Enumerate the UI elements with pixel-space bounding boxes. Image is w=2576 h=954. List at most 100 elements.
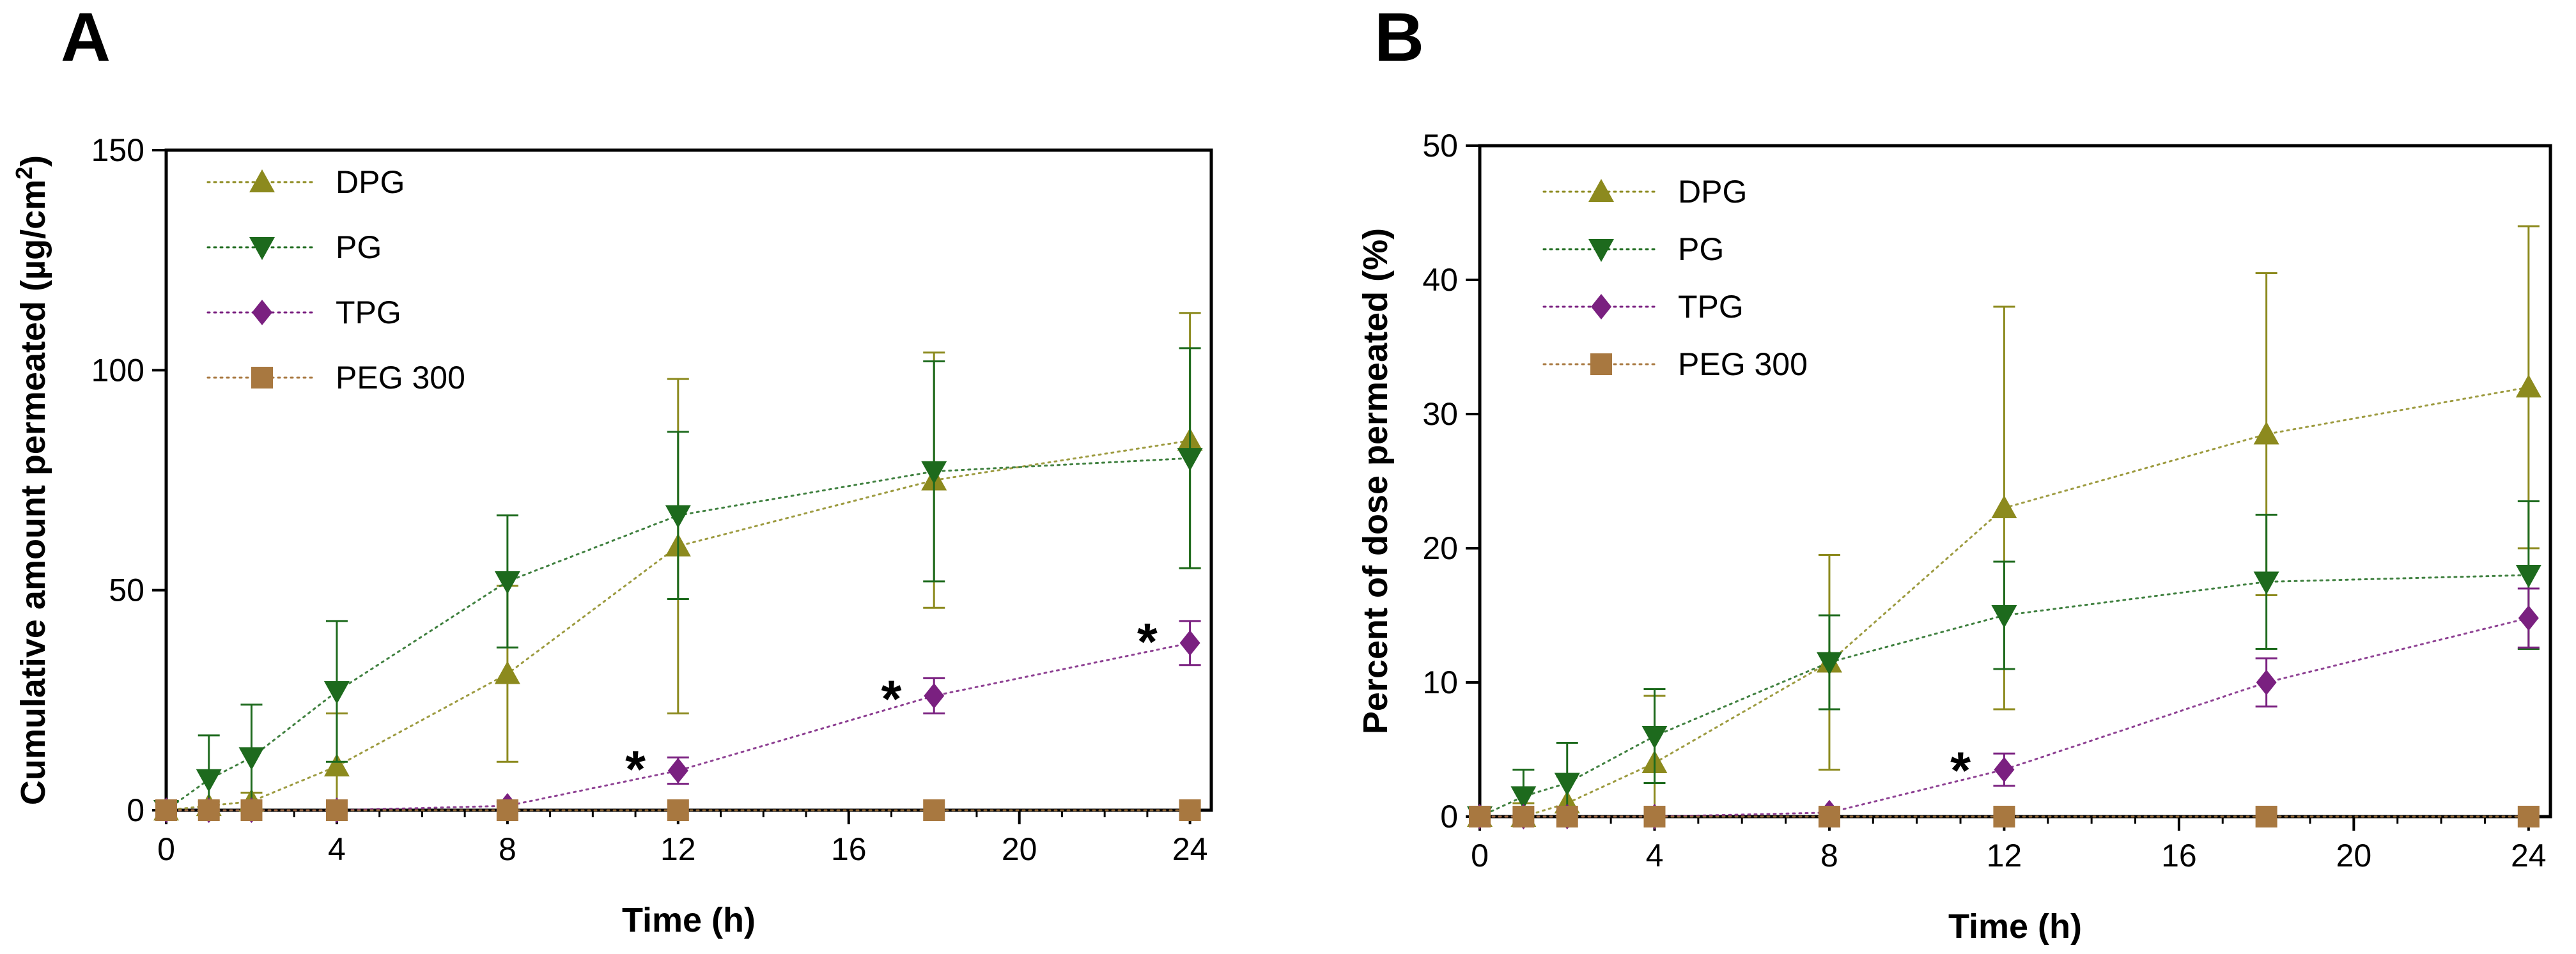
data-point bbox=[921, 461, 947, 484]
data-point bbox=[1991, 495, 2017, 518]
y-tick-label: 100 bbox=[91, 352, 144, 388]
series-line bbox=[165, 440, 1191, 812]
y-tick-label: 20 bbox=[1422, 530, 1458, 566]
data-point bbox=[196, 769, 222, 792]
data-point bbox=[198, 799, 220, 821]
data-point bbox=[1643, 806, 1666, 827]
data-point bbox=[1554, 773, 1580, 796]
data-point bbox=[1556, 806, 1578, 827]
legend-label: TPG bbox=[1678, 289, 1744, 325]
data-point bbox=[2518, 605, 2539, 631]
data-point bbox=[1818, 806, 1840, 827]
x-tick-label: 8 bbox=[1820, 838, 1838, 873]
data-point bbox=[924, 682, 945, 709]
y-tick-label: 0 bbox=[1440, 799, 1458, 835]
panel-letter: A bbox=[61, 0, 111, 75]
data-point bbox=[155, 799, 177, 821]
data-point bbox=[2253, 571, 2279, 595]
series-line bbox=[165, 642, 1191, 812]
data-point bbox=[2515, 565, 2541, 588]
panel-b: B 0 4 8 12 16 20 24 0 10 20 30 40 50 Time (h) Percent o… bbox=[1356, 0, 2552, 946]
legend: DPG PG TPG PEG 300 bbox=[206, 164, 465, 396]
y-axis-title: Percent of dose permeated (%) bbox=[1356, 228, 1395, 734]
data-point bbox=[1994, 757, 2015, 783]
x-tick-label: 8 bbox=[499, 831, 516, 867]
data-point bbox=[1816, 652, 1842, 675]
legend-marker bbox=[252, 300, 272, 325]
x-tick-label: 16 bbox=[2161, 838, 2197, 873]
legend-marker bbox=[1591, 294, 1611, 319]
data-point bbox=[496, 799, 518, 821]
y-tick-label: 150 bbox=[91, 132, 144, 168]
data-point bbox=[1641, 726, 1668, 749]
data-point bbox=[323, 753, 350, 777]
plot-frame bbox=[1478, 144, 2552, 819]
legend-label: DPG bbox=[336, 164, 405, 200]
x-tick-label: 24 bbox=[2511, 838, 2547, 873]
legend-label: DPG bbox=[1678, 174, 1747, 210]
data-point bbox=[1177, 448, 1203, 472]
legend-marker bbox=[249, 169, 275, 192]
data-point bbox=[667, 799, 689, 821]
data-point bbox=[323, 681, 350, 705]
x-axis-title: Time (h) bbox=[1948, 907, 2082, 946]
panel-letter: B bbox=[1374, 0, 1424, 75]
x-tick-label: 4 bbox=[328, 831, 346, 867]
data-point bbox=[494, 661, 520, 684]
legend-label: PEG 300 bbox=[336, 360, 465, 396]
y-axis-title: Cumulative amount permeated (µg/cm2) bbox=[11, 155, 53, 805]
data-point bbox=[923, 799, 945, 821]
data-point bbox=[1179, 799, 1201, 821]
y-tick-label: 30 bbox=[1422, 396, 1458, 432]
x-tick-label: 4 bbox=[1646, 838, 1664, 873]
legend-marker bbox=[249, 237, 275, 260]
data-point bbox=[238, 747, 265, 771]
legend: DPG PG TPG PEG 300 bbox=[1542, 174, 1808, 382]
x-tick-label: 24 bbox=[1172, 831, 1208, 867]
legend-label: PG bbox=[1678, 231, 1724, 267]
legend-marker bbox=[1588, 179, 1614, 202]
legend-label: TPG bbox=[336, 295, 401, 330]
series-peg-300 bbox=[1469, 806, 2540, 827]
significance-marker: * bbox=[1950, 742, 1971, 800]
x-tick-label: 0 bbox=[1471, 838, 1489, 873]
data-point bbox=[240, 799, 263, 821]
legend-marker bbox=[1590, 353, 1612, 375]
legend-label: PEG 300 bbox=[1678, 346, 1808, 382]
x-tick-label: 16 bbox=[831, 831, 867, 867]
x-tick-label: 12 bbox=[1987, 838, 2022, 873]
series-line bbox=[165, 457, 1191, 812]
data-point bbox=[494, 571, 520, 594]
data-point bbox=[1469, 806, 1491, 827]
panel-a: A 0 4 8 12 16 20 24 0 50 100 150 Time (h) Cumulative … bbox=[11, 0, 1213, 939]
plot-frame bbox=[164, 148, 1213, 812]
y-tick-label: 10 bbox=[1422, 665, 1458, 700]
data-point bbox=[2253, 421, 2279, 445]
x-tick-label: 12 bbox=[660, 831, 696, 867]
data-point bbox=[2256, 670, 2277, 695]
x-tick-label: 0 bbox=[157, 831, 175, 867]
significance-marker: * bbox=[1137, 613, 1158, 672]
data-point bbox=[1993, 806, 2015, 827]
data-point bbox=[2255, 806, 2277, 827]
data-point bbox=[667, 758, 688, 784]
x-tick-label: 20 bbox=[1002, 831, 1037, 867]
x-axis-title: Time (h) bbox=[622, 901, 756, 939]
legend-marker bbox=[1588, 239, 1614, 262]
significance-marker: * bbox=[625, 741, 646, 799]
series-line bbox=[1478, 574, 2530, 818]
data-point bbox=[1179, 630, 1200, 656]
series-peg-300 bbox=[155, 799, 1201, 821]
data-point bbox=[325, 799, 348, 821]
y-tick-label: 50 bbox=[1422, 128, 1458, 164]
data-point bbox=[2517, 806, 2540, 827]
data-point bbox=[2515, 374, 2541, 397]
y-tick-label: 50 bbox=[109, 573, 144, 608]
legend-marker bbox=[251, 367, 273, 389]
x-tick-label: 20 bbox=[2336, 838, 2372, 873]
series-dpg bbox=[1467, 225, 2541, 827]
data-point bbox=[1991, 605, 2017, 628]
y-tick-label: 40 bbox=[1422, 262, 1458, 298]
data-point bbox=[665, 505, 691, 528]
